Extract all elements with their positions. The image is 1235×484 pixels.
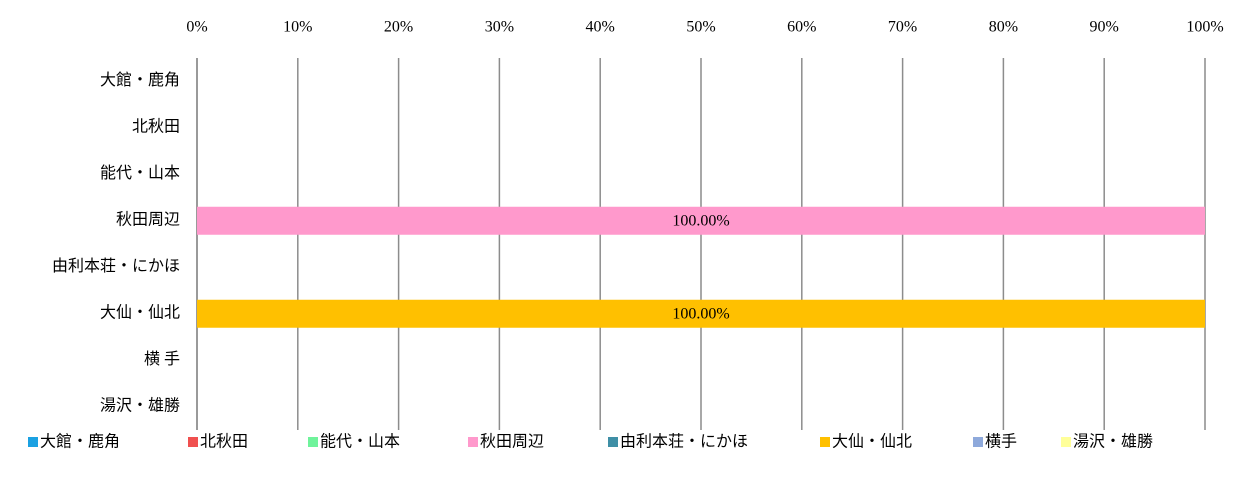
y-tick-label: 横 手: [144, 350, 180, 368]
legend-swatch: [468, 437, 478, 447]
x-tick-label: 10%: [283, 19, 312, 36]
legend-swatch: [820, 437, 830, 447]
legend-label: 湯沢・雄勝: [1073, 433, 1153, 451]
x-tick-label: 0%: [186, 19, 207, 36]
bar-segment: [197, 206, 1205, 235]
data-label: 100.00%: [672, 305, 729, 322]
legend-swatch: [1061, 437, 1071, 447]
y-tick-label: 湯沢・雄勝: [100, 396, 180, 414]
legend-label: 由利本荘・にかほ: [620, 433, 748, 451]
y-tick-label: 由利本荘・にかほ: [52, 257, 180, 275]
legend-label: 大館・鹿角: [40, 433, 120, 451]
x-tick-label: 30%: [485, 19, 514, 36]
x-tick-label: 40%: [586, 19, 615, 36]
legend-swatch: [28, 437, 38, 447]
y-tick-label: 大館・鹿角: [100, 71, 180, 89]
legend-label: 北秋田: [200, 433, 248, 451]
legend-label: 能代・山本: [320, 433, 400, 451]
legend-swatch: [608, 437, 618, 447]
x-tick-label: 20%: [384, 19, 413, 36]
bar-segment: [197, 299, 1205, 328]
x-tick-label: 50%: [686, 19, 715, 36]
x-tick-label: 70%: [888, 19, 917, 36]
x-tick-label: 100%: [1186, 19, 1223, 36]
legend-swatch: [973, 437, 983, 447]
y-tick-label: 能代・山本: [100, 164, 180, 182]
y-tick-label: 北秋田: [132, 117, 180, 135]
legend-label: 秋田周辺: [480, 433, 544, 451]
y-tick-label: 大仙・仙北: [100, 303, 180, 321]
x-tick-label: 60%: [787, 19, 816, 36]
legend-label: 横手: [985, 433, 1017, 451]
legend-label: 大仙・仙北: [832, 433, 912, 451]
legend-swatch: [308, 437, 318, 447]
legend-swatch: [188, 437, 198, 447]
data-label: 100.00%: [672, 212, 729, 229]
y-tick-label: 秋田周辺: [116, 210, 180, 228]
x-tick-label: 90%: [1090, 19, 1119, 36]
x-tick-label: 80%: [989, 19, 1018, 36]
